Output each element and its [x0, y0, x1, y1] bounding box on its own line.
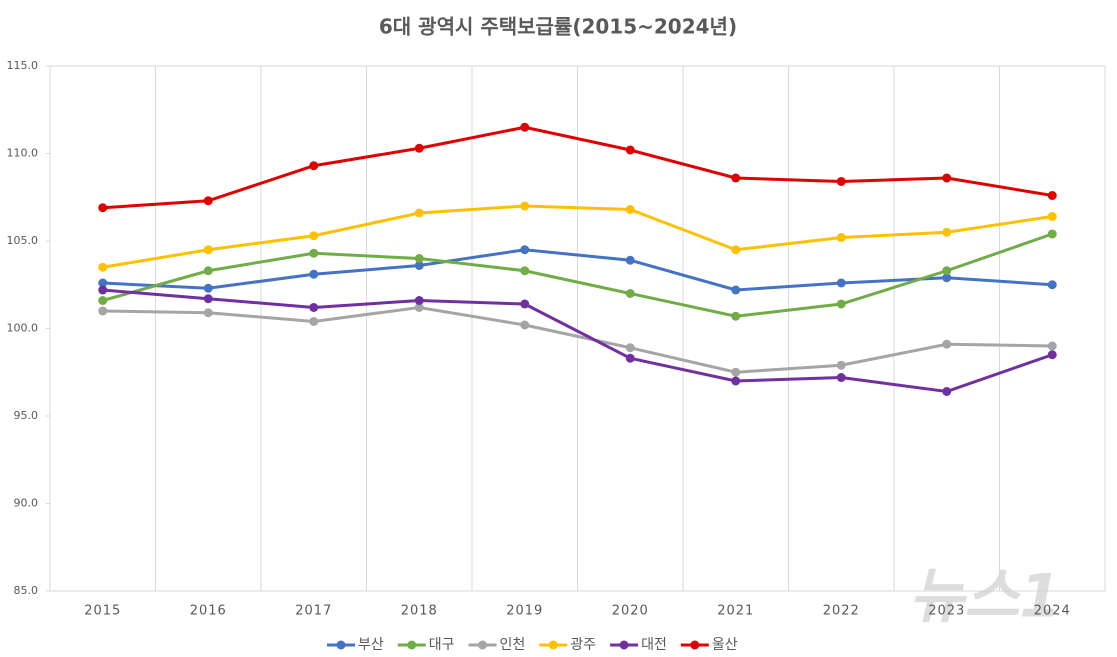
point	[836, 299, 846, 309]
x-tick-label: 2020	[612, 604, 649, 619]
point	[203, 294, 213, 304]
point	[309, 248, 319, 258]
point	[1047, 229, 1057, 239]
point	[203, 196, 213, 206]
point	[836, 233, 846, 242]
point	[942, 387, 952, 396]
x-tick-label: 2024	[1034, 604, 1071, 619]
point	[731, 245, 741, 255]
x-tick-label: 2022	[823, 604, 860, 619]
x-tick-label: 2023	[928, 604, 965, 619]
legend-label: 대전	[641, 637, 667, 653]
point	[942, 273, 952, 283]
x-tick-label: 2017	[295, 604, 332, 619]
legend-marker	[407, 640, 417, 650]
x-tick-label: 2021	[717, 604, 754, 619]
series-line	[102, 305, 1053, 374]
point	[625, 145, 635, 155]
legend-marker	[690, 640, 700, 650]
point	[98, 203, 108, 213]
series-line	[102, 204, 1053, 269]
legend-label: 인천	[500, 637, 526, 653]
point	[836, 373, 846, 382]
point	[625, 353, 635, 363]
point	[98, 262, 108, 272]
point	[942, 173, 952, 183]
point	[731, 285, 741, 295]
point	[414, 303, 424, 312]
y-tick-label: 90.0	[14, 497, 39, 510]
y-tick-label: 100.0	[7, 322, 39, 335]
y-tick-label: 95.0	[14, 409, 39, 422]
legend-label: 대구	[429, 637, 455, 653]
point	[731, 311, 741, 321]
point	[414, 261, 424, 270]
point	[309, 303, 319, 312]
point	[942, 227, 952, 237]
point	[98, 278, 108, 288]
point	[520, 266, 530, 276]
y-tick-label: 115.0	[7, 59, 39, 72]
legend-marker	[619, 640, 629, 650]
point	[731, 173, 741, 183]
point	[520, 320, 530, 330]
point	[625, 289, 635, 298]
series-line	[102, 125, 1053, 210]
point	[1047, 350, 1057, 360]
point	[520, 122, 530, 132]
legend-marker	[478, 640, 488, 650]
point	[309, 231, 319, 241]
point	[731, 376, 741, 386]
legend-marker	[336, 640, 346, 650]
point	[98, 296, 108, 305]
y-tick-label: 85.0	[14, 584, 39, 597]
legend-label: 부산	[358, 637, 384, 653]
point	[625, 343, 635, 353]
legend-label: 광주	[570, 637, 596, 653]
point	[1047, 191, 1057, 200]
watermark: 뉴스1	[909, 562, 1061, 632]
legend-label: 울산	[712, 637, 738, 653]
point	[836, 278, 846, 288]
point	[836, 177, 846, 186]
y-tick-label: 105.0	[7, 234, 39, 247]
point	[98, 306, 108, 316]
point	[203, 308, 213, 318]
point	[203, 266, 213, 276]
legend-marker	[548, 640, 558, 650]
point	[520, 245, 530, 255]
point	[1047, 341, 1057, 351]
point	[942, 266, 952, 276]
series-line	[102, 232, 1053, 318]
point	[414, 208, 424, 218]
point	[520, 201, 530, 211]
point	[414, 296, 424, 305]
chart-title: 6대 광역시 주택보급률(2015~2024년)	[379, 15, 737, 39]
x-tick-label: 2019	[506, 604, 543, 619]
point	[1047, 280, 1057, 290]
point	[203, 283, 213, 293]
point	[625, 205, 635, 214]
point	[942, 339, 952, 349]
point	[414, 143, 424, 153]
point	[1047, 212, 1057, 221]
series-line	[102, 288, 1053, 394]
point	[309, 317, 319, 326]
series-line	[102, 248, 1053, 292]
point	[731, 367, 741, 377]
x-tick-label: 2016	[190, 604, 227, 619]
point	[414, 254, 424, 263]
x-tick-label: 2018	[401, 604, 438, 619]
point	[625, 255, 635, 265]
y-tick-label: 110.0	[7, 147, 39, 160]
point	[203, 245, 213, 255]
point	[98, 285, 108, 295]
point	[836, 360, 846, 370]
point	[309, 269, 319, 279]
x-tick-label: 2015	[84, 604, 121, 619]
point	[309, 161, 319, 171]
point	[520, 299, 530, 309]
